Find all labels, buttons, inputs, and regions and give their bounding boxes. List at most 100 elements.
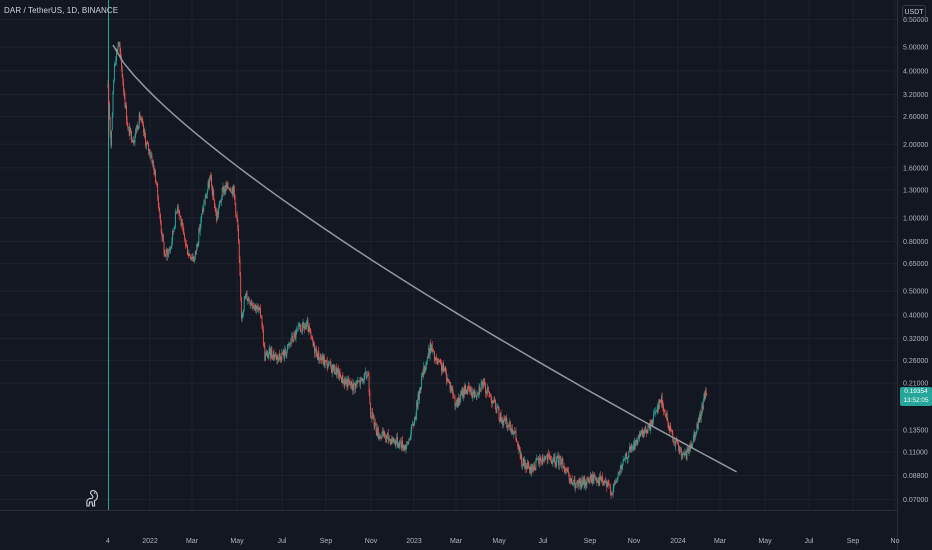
candle-body: [373, 415, 375, 426]
candle-body: [123, 82, 125, 92]
candle-body: [623, 459, 625, 461]
candle-body: [406, 442, 408, 444]
candle-body: [129, 128, 131, 136]
candle-body: [644, 427, 646, 432]
candle-body: [622, 460, 624, 466]
candle-body: [295, 330, 297, 338]
candle-body: [574, 479, 576, 488]
candle-body: [666, 413, 668, 421]
candle-body: [377, 428, 379, 436]
candle-body: [130, 131, 132, 141]
candle-body: [436, 360, 438, 363]
candle-body: [252, 303, 254, 307]
price-tick-label: 1.60000: [903, 165, 928, 172]
candle-body: [481, 381, 483, 383]
candle-body: [174, 212, 176, 227]
candle-body: [533, 464, 535, 470]
candle-body: [291, 336, 293, 343]
candle-body: [680, 448, 682, 450]
candle-body: [485, 392, 487, 394]
candle-body: [565, 469, 567, 471]
candle-body: [162, 235, 164, 243]
candle-body: [572, 483, 574, 485]
candle-body: [595, 478, 597, 480]
candle-body: [255, 309, 257, 311]
candles: [107, 41, 708, 500]
candle-body: [627, 457, 629, 459]
candle-body: [216, 211, 218, 221]
candle-body: [194, 251, 196, 258]
dinosaur-icon[interactable]: [84, 488, 102, 508]
candle-body: [211, 177, 213, 187]
candle-body: [132, 140, 134, 142]
candle-body: [125, 105, 127, 107]
candle-body: [196, 244, 198, 252]
candle-body: [586, 477, 588, 485]
candle-body: [242, 313, 244, 315]
time-tick-label: May: [758, 538, 772, 545]
candle-body: [267, 352, 269, 358]
candle-body: [548, 453, 550, 455]
currency-unit-button[interactable]: USDT: [902, 5, 926, 19]
candle-body: [314, 343, 315, 354]
candle-body: [294, 333, 296, 334]
candle-body: [621, 465, 623, 470]
candle-body: [206, 190, 208, 195]
candle-body: [286, 350, 288, 356]
candle-body: [213, 200, 215, 208]
candle-body: [489, 392, 491, 396]
candle-body: [331, 366, 332, 373]
candle-body: [543, 459, 545, 461]
candle-body: [441, 368, 443, 371]
candle-body: [653, 413, 655, 420]
candle-body: [684, 452, 686, 456]
candle-body: [165, 255, 166, 257]
candle-body: [673, 441, 675, 443]
candle-body: [266, 352, 268, 354]
candle-body: [566, 469, 568, 471]
candle-body: [255, 304, 257, 311]
candle-body: [444, 368, 446, 371]
candle-body: [325, 360, 327, 361]
candle-body: [365, 371, 367, 373]
candle-body: [210, 175, 212, 178]
candle-body: [326, 360, 327, 362]
candle-body: [659, 399, 661, 403]
candle-body: [467, 385, 469, 393]
price-tick-label: 2.60000: [903, 114, 928, 121]
candle-body: [548, 454, 550, 457]
candle-body: [122, 77, 124, 83]
time-axis[interactable]: 4 2022 Mar May Jul Sep Nov 2023 Mar May Jul Sep Nov 2…: [106, 538, 900, 545]
candle-body: [195, 251, 197, 252]
candle-body: [657, 403, 659, 410]
candle-body: [428, 348, 430, 358]
candle-body: [338, 368, 340, 378]
candle-body: [499, 417, 501, 421]
candle-body: [231, 192, 232, 194]
candle-body: [390, 439, 392, 445]
candle-body: [171, 241, 173, 246]
candle-body: [357, 381, 359, 384]
candle-body: [187, 254, 189, 256]
candle-body: [539, 458, 541, 459]
candle-body: [296, 329, 298, 331]
candle-body: [193, 259, 195, 262]
candle-body: [348, 381, 350, 383]
price-axis[interactable]: 6.50000 5.00000 4.00000 3.20000 2.60000 2.000…: [903, 17, 928, 504]
candle-body: [448, 379, 450, 381]
candle-body: [577, 480, 579, 487]
candle-body: [343, 381, 345, 386]
candle-body: [581, 484, 583, 488]
candle-body: [306, 321, 308, 323]
candle-body: [508, 425, 510, 427]
candle-body: [170, 245, 172, 249]
candle-body: [531, 464, 533, 469]
candle-body: [487, 387, 489, 392]
trendline[interactable]: [112, 44, 737, 473]
candle-body: [118, 42, 120, 46]
candle-body: [126, 120, 128, 126]
candle-body: [502, 419, 503, 425]
candle-body: [702, 399, 704, 409]
symbol-label[interactable]: DAR / TetherUS, 1D, BINANCE: [4, 6, 119, 15]
